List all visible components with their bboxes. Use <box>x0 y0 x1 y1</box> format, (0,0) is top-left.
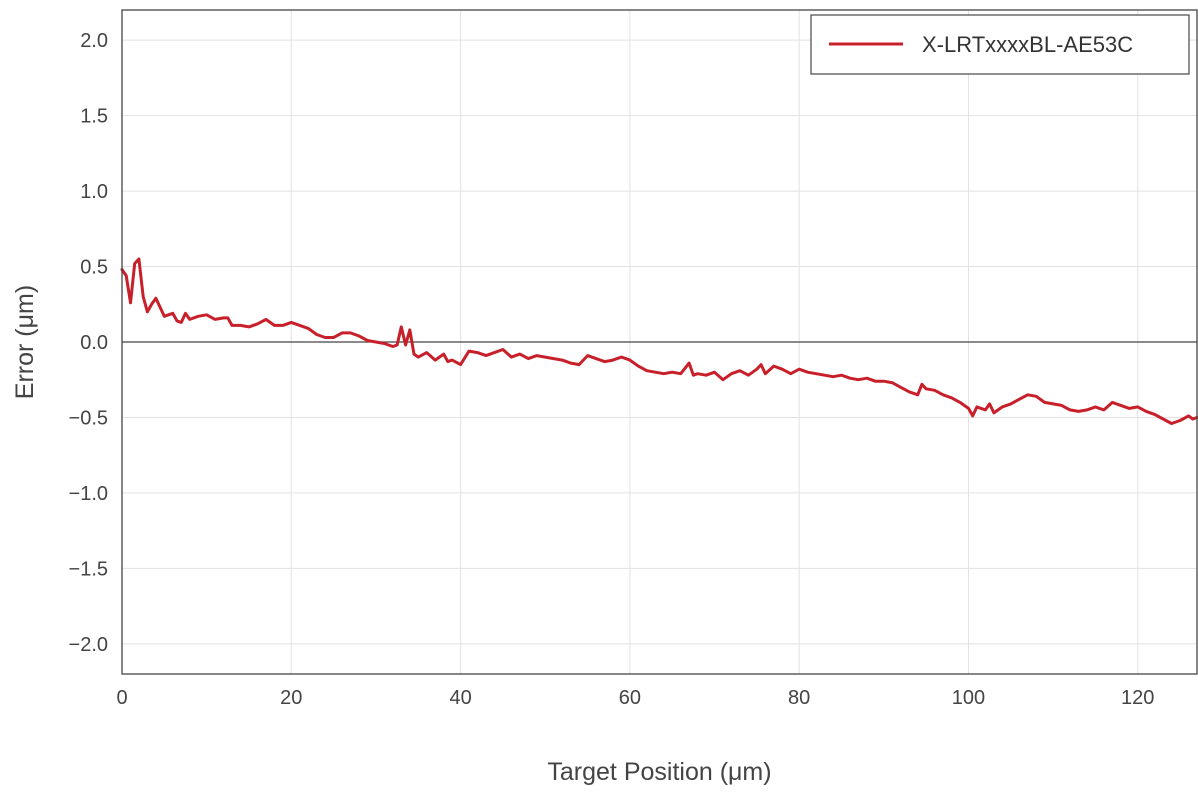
series-line <box>120 257 1198 425</box>
x-tick-label: 40 <box>449 687 471 709</box>
series-layer <box>120 257 1198 425</box>
y-tick-label: −1.0 <box>69 483 108 505</box>
legend-label: X-LRTxxxxBL-AE53C <box>922 32 1133 57</box>
x-tick-label: 20 <box>280 687 302 709</box>
plot-frame <box>121 9 1198 675</box>
y-tick-label: −2.0 <box>69 634 108 656</box>
y-tick-label: 0.0 <box>80 332 108 354</box>
x-tick-label: 100 <box>952 687 985 709</box>
x-tick-label: 0 <box>116 687 127 709</box>
legend: X-LRTxxxxBL-AE53C <box>810 14 1190 75</box>
y-tick-label: 2.0 <box>80 30 108 52</box>
x-tick-label: 60 <box>619 687 641 709</box>
y-tick-label: 1.0 <box>80 181 108 203</box>
y-axis-label: Error (μm) <box>11 285 39 399</box>
y-tick-label: −0.5 <box>69 407 108 429</box>
y-axis-ticks: 2.0 1.5 1.0 0.5 0.0 −0.5 −1.0 −1.5 −2.0 <box>69 30 108 656</box>
x-tick-label: 120 <box>1121 687 1154 709</box>
x-tick-label: 80 <box>788 687 810 709</box>
x-axis-ticks: 0 20 40 60 80 100 120 <box>116 687 1154 709</box>
y-tick-label: 0.5 <box>80 257 108 279</box>
y-tick-label: 1.5 <box>80 106 108 128</box>
x-axis-label: Target Position (μm) <box>547 758 771 786</box>
y-tick-label: −1.5 <box>69 558 108 580</box>
